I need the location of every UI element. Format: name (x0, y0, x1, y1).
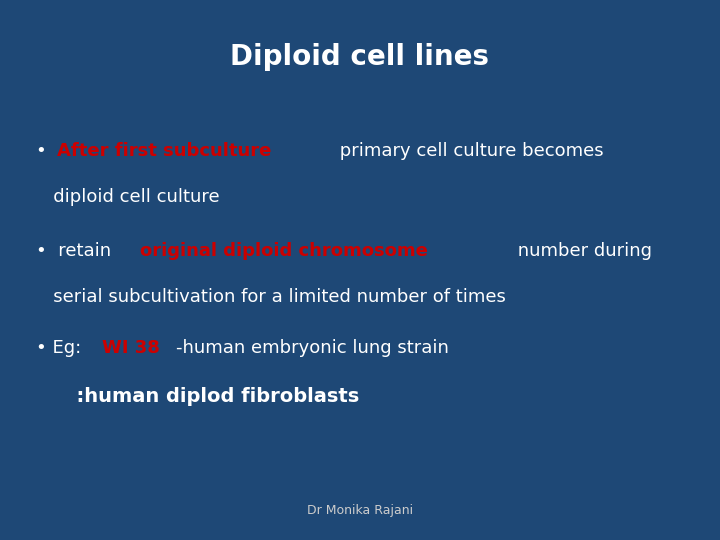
Text: number during: number during (512, 242, 652, 260)
Text: After first subculture: After first subculture (58, 142, 271, 160)
Text: WI 38: WI 38 (102, 339, 160, 357)
Text: diploid cell culture: diploid cell culture (36, 188, 220, 206)
Text: -human embryonic lung strain: -human embryonic lung strain (176, 339, 449, 357)
Text: original diploid chromosome: original diploid chromosome (140, 242, 428, 260)
Text: :human diplod fibroblasts: :human diplod fibroblasts (36, 387, 359, 407)
Text: • Eg:: • Eg: (36, 339, 87, 357)
Text: •  retain: • retain (36, 242, 117, 260)
Text: Dr Monika Rajani: Dr Monika Rajani (307, 504, 413, 517)
Text: serial subcultivation for a limited number of times: serial subcultivation for a limited numb… (36, 288, 506, 306)
Text: primary cell culture becomes: primary cell culture becomes (334, 142, 603, 160)
Text: •: • (36, 142, 53, 160)
Text: Diploid cell lines: Diploid cell lines (230, 43, 490, 71)
